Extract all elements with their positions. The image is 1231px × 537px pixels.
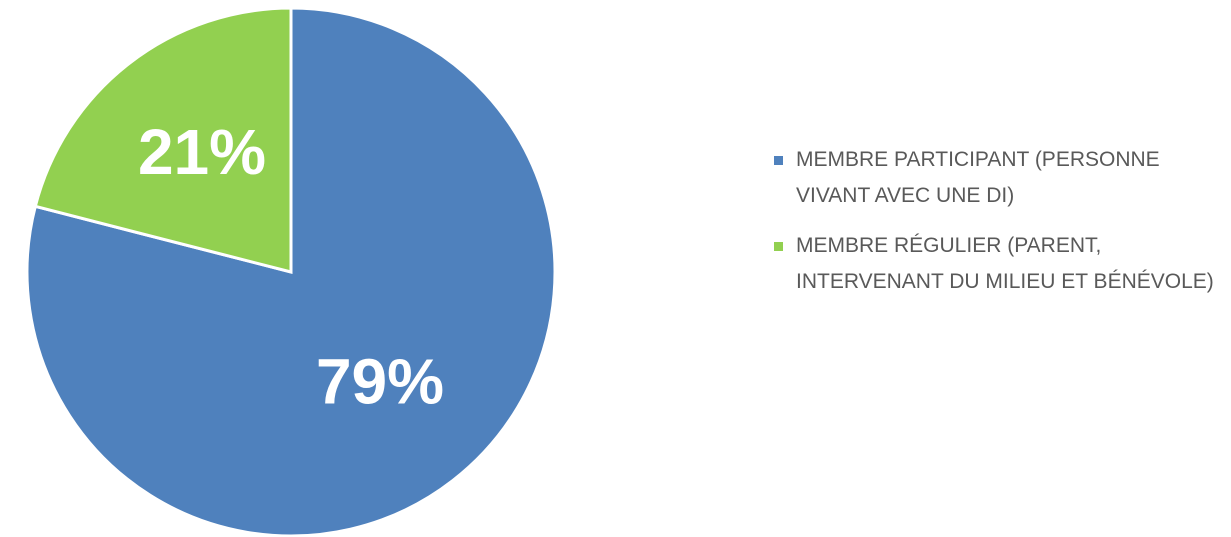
legend-label: MEMBRE RÉGULIER (PARENT, INTERVENANT DU … — [796, 234, 1214, 293]
legend-label: MEMBRE PARTICIPANT (PERSONNE VIVANT AVEC… — [796, 148, 1160, 207]
slice-label: 79% — [316, 346, 444, 418]
slice-label: 21% — [138, 116, 266, 188]
legend: MEMBRE PARTICIPANT (PERSONNE VIVANT AVEC… — [772, 142, 1227, 314]
legend-entry: MEMBRE RÉGULIER (PARENT, INTERVENANT DU … — [772, 228, 1227, 300]
pie-slice — [25, 6, 557, 537]
legend-entry: MEMBRE PARTICIPANT (PERSONNE VIVANT AVEC… — [772, 142, 1227, 214]
pie-slice — [33, 6, 293, 274]
legend-swatch — [774, 156, 783, 165]
legend-swatch — [774, 242, 783, 251]
